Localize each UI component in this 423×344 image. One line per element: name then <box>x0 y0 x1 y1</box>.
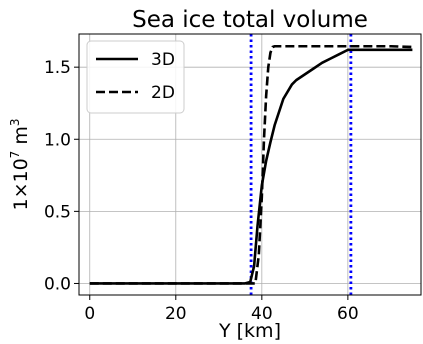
y-axis-label-unit: m <box>10 126 32 151</box>
y-axis-label-unit-exponent: 3 <box>8 118 22 126</box>
series-line-2d <box>89 44 413 285</box>
legend: 3D 2D <box>86 40 185 114</box>
legend-3d-label: 3D <box>151 50 175 70</box>
y-axis-label-exponent: 7 <box>8 151 22 159</box>
legend-2d-label: 2D <box>151 83 175 103</box>
y-axis-label: 1×107 m3 <box>8 118 32 210</box>
x-tick-label: 0 <box>84 304 95 324</box>
x-tick-label: 20 <box>165 304 187 324</box>
chart-title: Sea ice total volume <box>132 7 368 33</box>
x-axis-label: Y [km] <box>218 320 281 342</box>
y-tick-label: 1.0 <box>44 130 71 150</box>
plot-frame <box>78 33 422 296</box>
x-tick-label: 40 <box>251 304 273 324</box>
series-line-3d <box>89 48 413 285</box>
y-tick-label: 0.5 <box>44 202 71 222</box>
y-axis-label-base: 1×10 <box>10 158 32 210</box>
y-tick-label: 1.5 <box>44 58 71 78</box>
y-tick-label: 0.0 <box>44 274 71 294</box>
x-tick-label: 60 <box>337 304 359 324</box>
series-lines <box>89 44 413 285</box>
axis-ticks: 0 20 40 60 0.0 0.5 1.0 1.5 <box>44 58 359 324</box>
